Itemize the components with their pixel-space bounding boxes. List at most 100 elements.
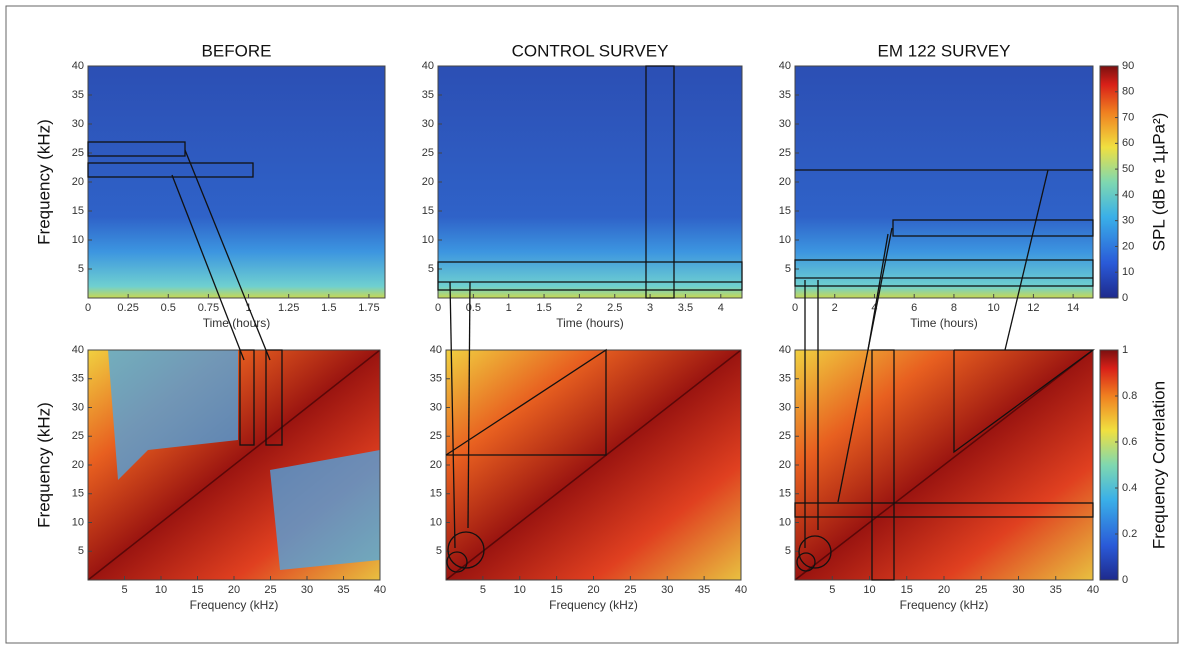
x-tick-label: 35 <box>337 584 349 596</box>
x-tick-label: 5 <box>829 584 835 596</box>
x-tick-label: 40 <box>735 584 747 596</box>
y-tick-label: 15 <box>72 205 84 217</box>
panel-title: CONTROL SURVEY <box>512 41 669 60</box>
x-tick-label: 20 <box>587 584 599 596</box>
frame <box>5 5 1179 644</box>
x-tick-label: 1.5 <box>536 302 551 314</box>
y-tick-label: 30 <box>72 118 84 130</box>
y-tick-label: 40 <box>422 60 434 72</box>
colorbar-tick-label: 0 <box>1122 292 1128 304</box>
spectrogram <box>795 66 1093 298</box>
y-tick-label: 15 <box>72 488 84 500</box>
y-tick-label: 35 <box>430 373 442 385</box>
x-tick-label: 15 <box>901 584 913 596</box>
x-tick-label: 1 <box>506 302 512 314</box>
colorbar-tick-label: 40 <box>1122 189 1134 201</box>
y-tick-label: 40 <box>72 344 84 356</box>
x-axis-label: Frequency (kHz) <box>549 598 638 612</box>
y-tick-label: 20 <box>72 459 84 471</box>
diagonal <box>445 349 742 581</box>
x-tick-label: 3 <box>647 302 653 314</box>
low-correlation <box>108 350 238 480</box>
x-tick-label: 0 <box>435 302 441 314</box>
y-tick-label: 25 <box>422 147 434 159</box>
y-tick-label: 20 <box>779 176 791 188</box>
x-tick-label: 4 <box>871 302 877 314</box>
x-tick-label: 10 <box>155 584 167 596</box>
colorbar-tick-label: 20 <box>1122 240 1134 252</box>
y-tick-label: 40 <box>779 344 791 356</box>
low-correlation <box>270 450 380 570</box>
x-tick-label: 15 <box>191 584 203 596</box>
colorbar-tick-label: 0.2 <box>1122 528 1137 540</box>
y-tick-label: 10 <box>72 516 84 528</box>
colorbar-tick-label: 90 <box>1122 60 1134 72</box>
x-tick-label: 35 <box>1050 584 1062 596</box>
y-tick-label: 10 <box>779 234 791 246</box>
y-tick-label: 20 <box>422 176 434 188</box>
y-tick-label: 15 <box>430 488 442 500</box>
y-tick-label: 40 <box>779 60 791 72</box>
y-tick-label: 10 <box>72 234 84 246</box>
x-axis-label: Frequency (kHz) <box>900 598 989 612</box>
y-tick-label: 20 <box>72 176 84 188</box>
colorbar-tick-label: 1 <box>1122 344 1128 356</box>
colorbar-tick-label: 10 <box>1122 266 1134 278</box>
colorbar <box>1099 65 1119 299</box>
y-tick-label: 5 <box>785 263 791 275</box>
x-tick-label: 30 <box>661 584 673 596</box>
x-tick-label: 15 <box>551 584 563 596</box>
x-tick-label: 1.25 <box>278 302 299 314</box>
y-tick-label: 30 <box>430 401 442 413</box>
x-tick-label: 12 <box>1027 302 1039 314</box>
y-tick-label: 25 <box>72 147 84 159</box>
x-tick-label: 3.5 <box>678 302 693 314</box>
colorbar-tick-label: 30 <box>1122 215 1134 227</box>
diagonal <box>794 349 1094 581</box>
x-tick-label: 0.5 <box>466 302 481 314</box>
panel-title: BEFORE <box>202 41 272 60</box>
x-axis-label: Time (hours) <box>203 316 271 330</box>
x-tick-label: 30 <box>1012 584 1024 596</box>
x-tick-label: 0.5 <box>161 302 176 314</box>
y-tick-label: 10 <box>422 234 434 246</box>
x-tick-label: 5 <box>121 584 127 596</box>
y-tick-label: 5 <box>436 545 442 557</box>
y-tick-label: 25 <box>430 430 442 442</box>
y-tick-label: 5 <box>78 545 84 557</box>
x-tick-label: 35 <box>698 584 710 596</box>
x-tick-label: 40 <box>374 584 386 596</box>
y-tick-label: 35 <box>72 89 84 101</box>
x-tick-label: 0 <box>792 302 798 314</box>
y-tick-label: 20 <box>430 459 442 471</box>
colorbar-tick-label: 0 <box>1122 574 1128 586</box>
annotations <box>87 65 1095 581</box>
y-tick-label: 10 <box>779 516 791 528</box>
y-tick-label: 25 <box>72 430 84 442</box>
y-tick-label: 40 <box>430 344 442 356</box>
x-tick-label: 25 <box>624 584 636 596</box>
x-tick-label: 0 <box>85 302 91 314</box>
colorbar-tick-label: 50 <box>1122 163 1134 175</box>
y-axis-label: Frequency (kHz) <box>34 402 53 528</box>
x-tick-label: 0.25 <box>117 302 138 314</box>
x-tick-label: 6 <box>911 302 917 314</box>
x-tick-label: 40 <box>1087 584 1099 596</box>
y-tick-label: 15 <box>422 205 434 217</box>
x-tick-label: 10 <box>988 302 1000 314</box>
x-tick-label: 20 <box>228 584 240 596</box>
colorbar-tick-label: 70 <box>1122 111 1134 123</box>
spectrogram <box>438 66 742 298</box>
y-tick-label: 25 <box>779 147 791 159</box>
y-tick-label: 15 <box>779 488 791 500</box>
y-tick-label: 10 <box>430 516 442 528</box>
colorbar <box>1099 349 1119 581</box>
x-axis-label: Time (hours) <box>556 316 624 330</box>
colorbar-label: SPL (dB re 1µPa²) <box>1149 113 1168 252</box>
x-tick-label: 2 <box>832 302 838 314</box>
x-tick-label: 25 <box>975 584 987 596</box>
x-tick-label: 14 <box>1067 302 1079 314</box>
y-tick-label: 40 <box>72 60 84 72</box>
y-tick-label: 35 <box>779 373 791 385</box>
panel-title: EM 122 SURVEY <box>878 41 1011 60</box>
